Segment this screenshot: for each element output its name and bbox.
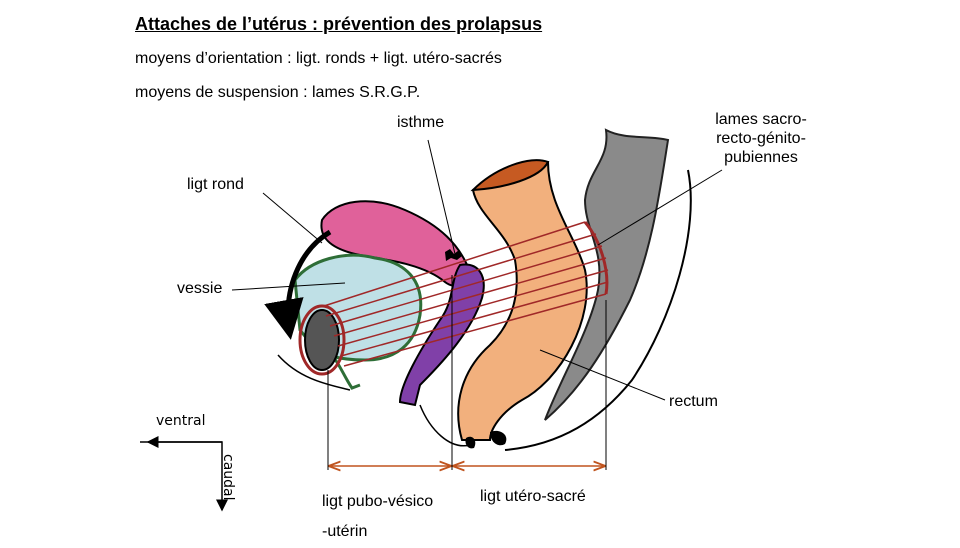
label-lames: lames sacro- recto-génito- pubiennes <box>715 111 807 167</box>
subtitle-suspension: moyens de suspension : lames S.R.G.P. <box>135 84 421 101</box>
label-isthme: isthme <box>397 114 445 131</box>
pubis-end <box>304 309 340 371</box>
dimension-lines <box>327 275 607 470</box>
round-ligament-arrow <box>264 229 332 340</box>
rectum-end-mark <box>465 436 476 449</box>
orientation-axes <box>140 441 228 512</box>
srgp-ligament-band <box>583 221 609 295</box>
pubis-end-ring <box>298 304 346 376</box>
label-ligt-utero: ligt utéro-sacré <box>480 488 586 505</box>
label-ligt-rond: ligt rond <box>187 176 244 193</box>
subtitle-orientation: moyens d’orientation : ligt. ronds + lig… <box>135 50 502 67</box>
anus <box>490 430 507 446</box>
label-ligt-pubo: ligt pubo-vésico -utérin <box>322 493 434 541</box>
label-caudal: caudal <box>220 454 236 501</box>
isthmus-knot <box>445 249 462 261</box>
label-rectum: rectum <box>669 393 718 410</box>
label-ventral: ventral <box>156 413 206 429</box>
perineum-contour <box>277 354 471 447</box>
label-vessie: vessie <box>177 280 223 297</box>
body-contour <box>504 169 692 451</box>
rectum-top <box>470 159 550 192</box>
srgp-ligaments <box>323 221 609 367</box>
leader-lines <box>231 139 723 401</box>
page-title: Attaches de l’utérus : prévention des pr… <box>135 14 543 34</box>
